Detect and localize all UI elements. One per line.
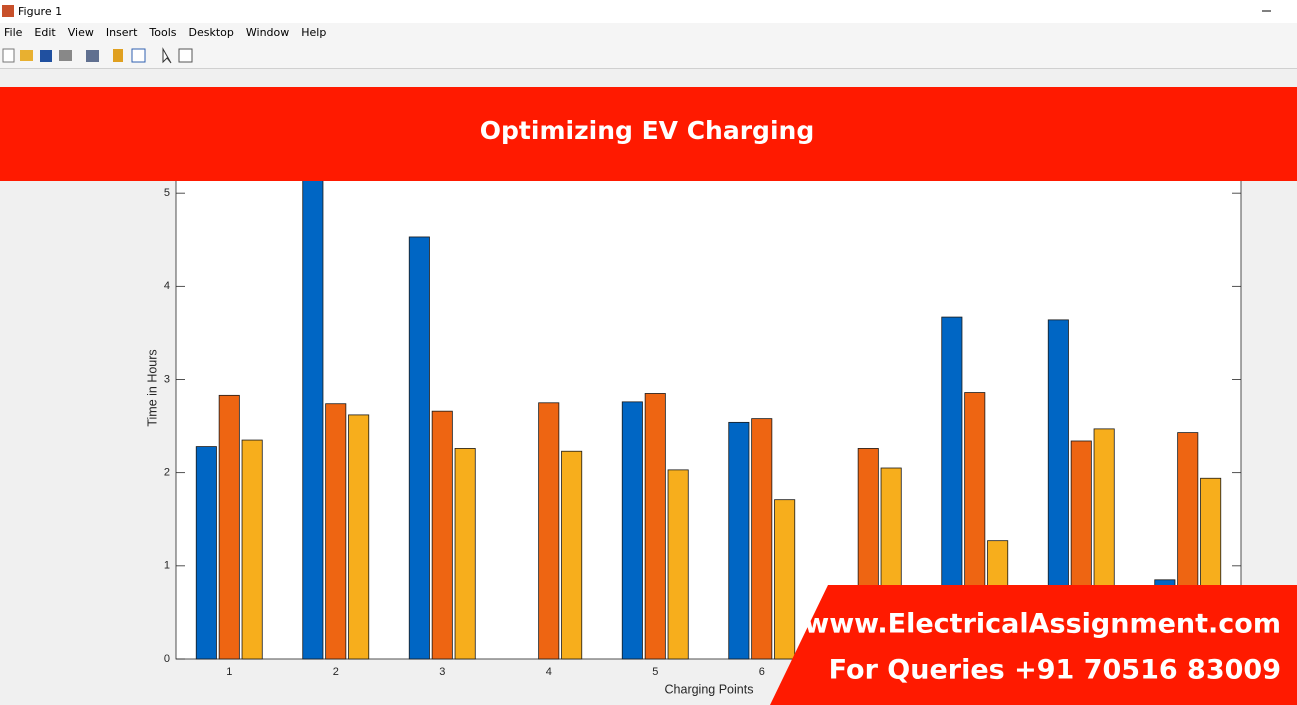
bar: [348, 414, 370, 660]
y-tick-label: 5: [164, 187, 170, 199]
print-button[interactable]: [59, 50, 72, 61]
property-button[interactable]: [178, 48, 193, 63]
legend-button[interactable]: [131, 48, 146, 63]
y-tick-label: 0: [164, 653, 170, 665]
pointer-button[interactable]: [162, 47, 172, 64]
bar: [751, 418, 773, 660]
bar: [621, 401, 643, 660]
menu-item[interactable]: Desktop: [189, 26, 234, 39]
x-tick-label: 4: [546, 666, 552, 678]
save-button[interactable]: [40, 50, 52, 62]
menu-item[interactable]: Help: [301, 26, 326, 39]
new-button[interactable]: [2, 48, 15, 63]
bar: [218, 394, 240, 660]
colorbar-button[interactable]: [113, 49, 123, 62]
x-tick-label: 3: [439, 666, 445, 678]
x-axis-label: Charging Points: [665, 682, 754, 696]
bar: [241, 439, 263, 660]
bar: [302, 136, 324, 660]
bar: [561, 450, 583, 660]
open-button[interactable]: [20, 50, 33, 61]
bar: [667, 469, 689, 660]
banner: [0, 87, 1297, 181]
bar: [431, 410, 453, 660]
toolbar: [2, 47, 193, 64]
bar: [538, 402, 560, 660]
bar: [454, 448, 476, 660]
bar: [325, 403, 347, 660]
x-tick-label: 6: [759, 666, 765, 678]
menu-item[interactable]: Tools: [148, 26, 176, 39]
menu-item[interactable]: Window: [246, 26, 289, 39]
y-tick-label: 2: [164, 467, 170, 479]
promo-box: [770, 585, 1297, 705]
bar: [774, 499, 796, 660]
y-tick-label: 1: [164, 560, 170, 572]
menu-item[interactable]: Edit: [34, 26, 56, 39]
promo-contact: For Queries +91 70516 83009: [829, 655, 1281, 686]
menu-item[interactable]: File: [4, 26, 23, 39]
promo-website: www.ElectricalAssignment.com: [804, 609, 1281, 640]
banner-title: Optimizing EV Charging: [480, 116, 814, 145]
menu-toolbar-area: [0, 23, 1297, 69]
bar: [644, 393, 666, 660]
y-tick-label: 4: [164, 280, 170, 292]
y-axis-label: Time in Hours: [145, 349, 159, 426]
bar: [728, 421, 750, 660]
x-tick-label: 5: [652, 666, 658, 678]
bar: [195, 446, 217, 660]
title-bar: [0, 0, 1297, 23]
menu-bar: File Edit View Insert Tools Desktop Window Help: [4, 26, 326, 39]
app-icon: [2, 5, 14, 17]
x-tick-label: 2: [333, 666, 339, 678]
window-title: Figure 1: [18, 5, 62, 18]
y-tick-label: 3: [164, 373, 170, 385]
menu-item[interactable]: View: [68, 26, 94, 39]
bar: [408, 236, 430, 660]
menu-item[interactable]: Insert: [106, 26, 138, 39]
link-button[interactable]: [86, 50, 99, 62]
x-tick-label: 1: [226, 666, 232, 678]
